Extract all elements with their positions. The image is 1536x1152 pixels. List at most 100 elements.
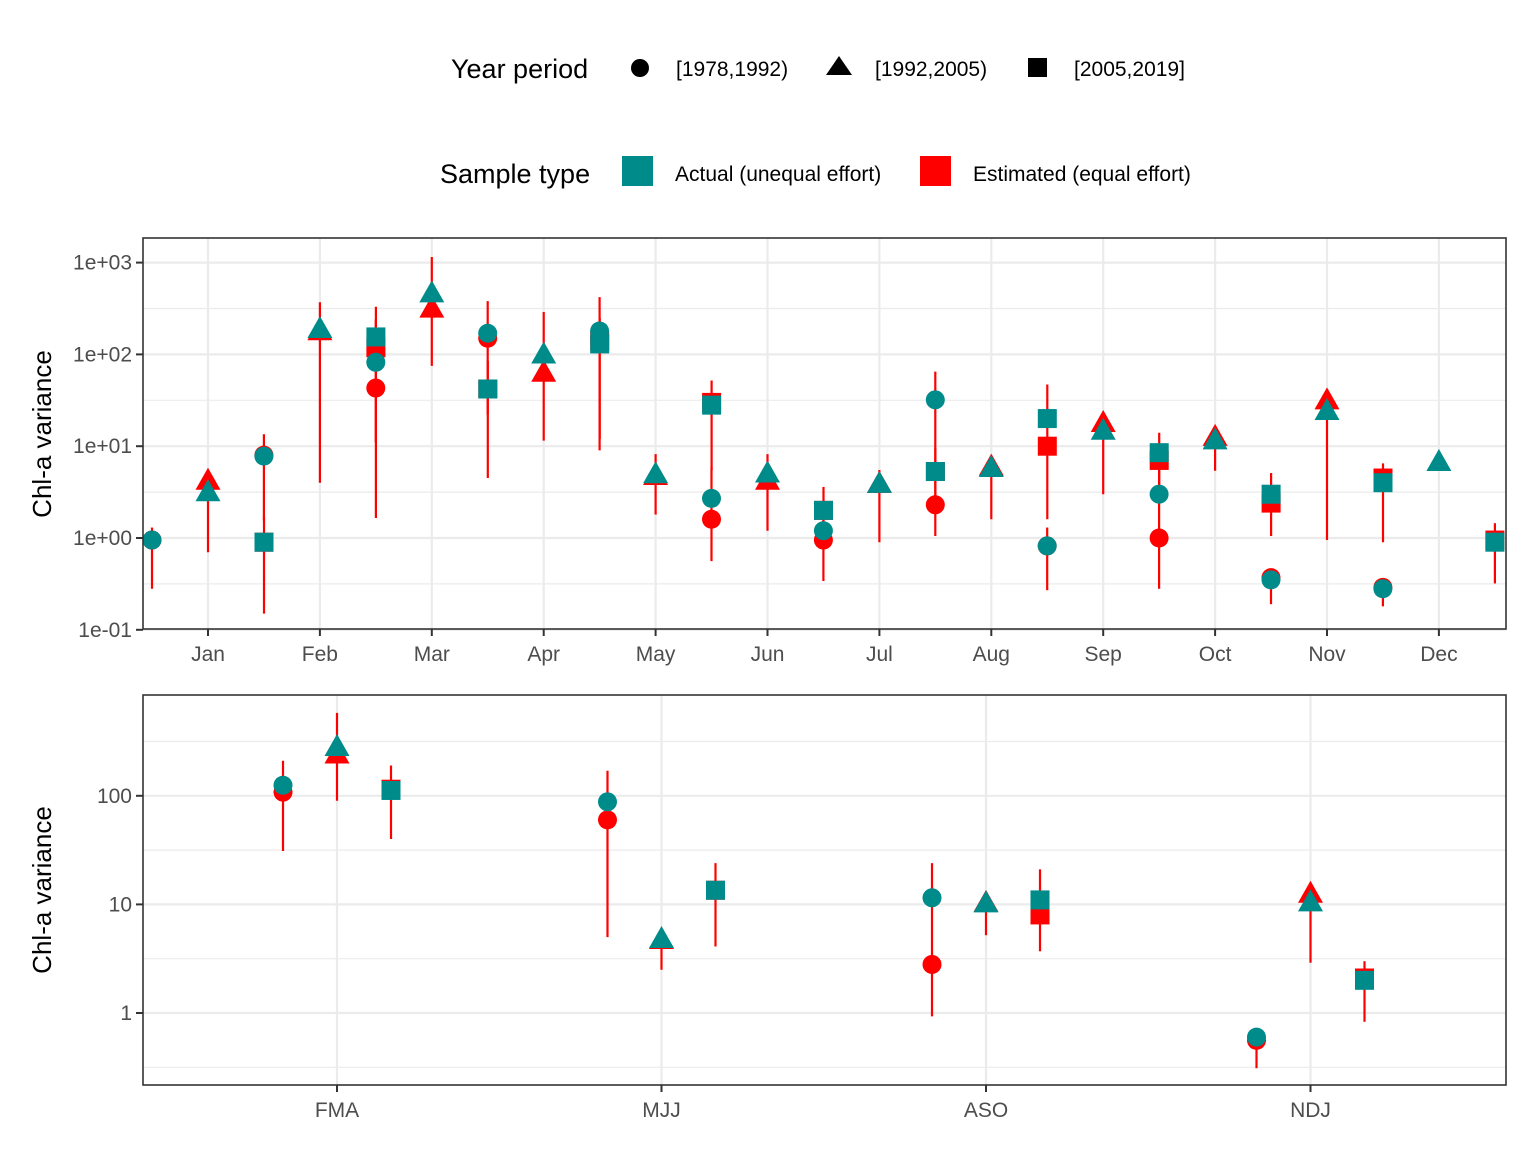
legend-item-label: [1978,1992) [676, 58, 788, 81]
data-point-estimated-square [1030, 905, 1050, 925]
data-point-estimated-triangle [531, 359, 557, 382]
data-point-estimated-circle [1149, 528, 1169, 548]
data-point-actual-circle [1149, 484, 1169, 504]
data-point-actual-circle [273, 775, 293, 795]
actual-color-swatch [622, 156, 653, 186]
x-tick-label: Mar [414, 643, 450, 666]
data-point-actual-triangle [973, 890, 999, 913]
data-point-estimated-triangle [419, 295, 445, 318]
data-point-actual-square [1261, 484, 1281, 504]
y-tick-label: 1e+03 [73, 252, 132, 275]
panel-monthly: 1e-01 1e+00 1e+01 1e+02 1e+03 Jan Feb Mar Apr May… [73, 237, 1507, 666]
data-point-actual-circle [813, 521, 833, 541]
circle-shape-icon [631, 59, 649, 77]
data-point-actual-square [925, 462, 945, 482]
data-point-actual-triangle [419, 280, 445, 303]
y-tick-label: 1e+01 [73, 435, 132, 458]
data-point-actual-triangle [643, 461, 669, 484]
legend-item-label: Actual (unequal effort) [675, 163, 881, 186]
x-tick-label: Jan [191, 643, 225, 666]
x-tick-label: Oct [1199, 643, 1232, 666]
data-point-actual-circle [366, 352, 386, 372]
data-point-actual-triangle [1314, 397, 1340, 420]
estimated-color-swatch [920, 156, 951, 186]
data-point-actual-square [1149, 443, 1169, 463]
y-tick-label: 1e+02 [73, 343, 132, 366]
legend-item-label: Estimated (equal effort) [973, 163, 1191, 186]
legend-sample-type-title: Sample type [440, 159, 590, 189]
data-point-actual-square [381, 780, 401, 800]
data-point-actual-triangle [866, 470, 892, 493]
x-tick-label: Feb [302, 643, 338, 666]
data-point-actual-square [702, 395, 722, 415]
x-tick-label: Apr [527, 643, 560, 666]
y-tick-label: 1e-01 [78, 619, 132, 642]
legend-item-label: [2005,2019] [1074, 58, 1185, 81]
data-point-actual-circle [1373, 579, 1393, 599]
data-point-actual-circle [142, 530, 162, 550]
x-tick-label: FMA [315, 1099, 359, 1122]
legend-item-label: [1992,2005) [875, 58, 987, 81]
data-point-actual-square [478, 379, 498, 399]
x-tick-label: May [636, 643, 676, 666]
data-point-actual-triangle [195, 479, 221, 502]
data-point-actual-triangle [324, 733, 350, 756]
x-tick-label: NDJ [1290, 1099, 1331, 1122]
data-point-actual-circle [254, 446, 274, 466]
data-point-actual-square [1373, 473, 1393, 493]
x-tick-label: Sep [1085, 643, 1122, 666]
data-point-actual-triangle [1090, 417, 1116, 440]
square-shape-icon [1028, 58, 1047, 77]
data-point-estimated-triangle [195, 467, 221, 490]
y-tick-label: 10 [109, 893, 132, 916]
data-point-estimated-circle [598, 810, 617, 830]
data-point-actual-circle [1247, 1027, 1266, 1047]
legend-year-period-title: Year period [451, 54, 588, 84]
legend-sample-type: Sample type Actual (unequal effort) Esti… [440, 156, 1191, 189]
data-point-actual-triangle [307, 315, 333, 338]
data-point-estimated-circle [702, 509, 721, 529]
triangle-shape-icon [826, 56, 852, 75]
x-tick-label: Jul [866, 643, 893, 666]
data-point-actual-circle [925, 390, 945, 410]
data-point-actual-triangle [978, 455, 1004, 478]
data-point-actual-circle [1261, 570, 1281, 590]
x-tick-label: Nov [1308, 643, 1346, 666]
y-tick-label: 100 [97, 785, 132, 808]
data-point-actual-triangle [1202, 427, 1228, 450]
legend-year-period: Year period [1978,1992) [1992,2005) [200… [451, 54, 1185, 84]
panel-border [142, 694, 1507, 1086]
data-point-actual-square [1030, 890, 1050, 910]
x-tick-label: Aug [973, 643, 1010, 666]
data-point-actual-triangle [531, 341, 557, 364]
data-point-actual-square [366, 327, 386, 347]
data-point-actual-triangle [755, 460, 780, 483]
data-point-actual-circle [598, 792, 617, 812]
data-point-actual-circle [922, 888, 942, 908]
panel-border [142, 237, 1507, 630]
panel-seasonal: 1 10 100 FMA MJJ ASO NDJ [97, 694, 1507, 1122]
x-tick-label: MJJ [642, 1099, 681, 1122]
y-tick-label: 1e+00 [73, 527, 132, 550]
data-point-actual-square [254, 532, 274, 552]
data-point-actual-square [1037, 409, 1057, 429]
data-point-actual-circle [1037, 536, 1057, 556]
data-point-actual-triangle [1426, 448, 1452, 471]
data-point-estimated-circle [922, 954, 942, 974]
data-point-actual-square [590, 334, 610, 354]
data-point-actual-circle [702, 488, 721, 508]
data-point-actual-triangle [649, 926, 674, 949]
y-axis-title-monthly: Chl-a variance [27, 350, 57, 518]
x-tick-label: ASO [964, 1099, 1008, 1122]
x-tick-label: Jun [751, 643, 785, 666]
y-tick-label: 1 [120, 1002, 132, 1025]
x-tick-label: Dec [1420, 643, 1457, 666]
data-point-actual-triangle [1298, 889, 1323, 912]
data-point-actual-square [1485, 532, 1505, 552]
y-axis-title-seasonal: Chl-a variance [27, 806, 57, 974]
data-point-actual-square [706, 880, 725, 900]
data-point-estimated-circle [366, 378, 386, 398]
data-point-actual-square [814, 500, 833, 520]
data-point-estimated-square [1037, 436, 1057, 456]
data-point-actual-circle [478, 323, 498, 343]
